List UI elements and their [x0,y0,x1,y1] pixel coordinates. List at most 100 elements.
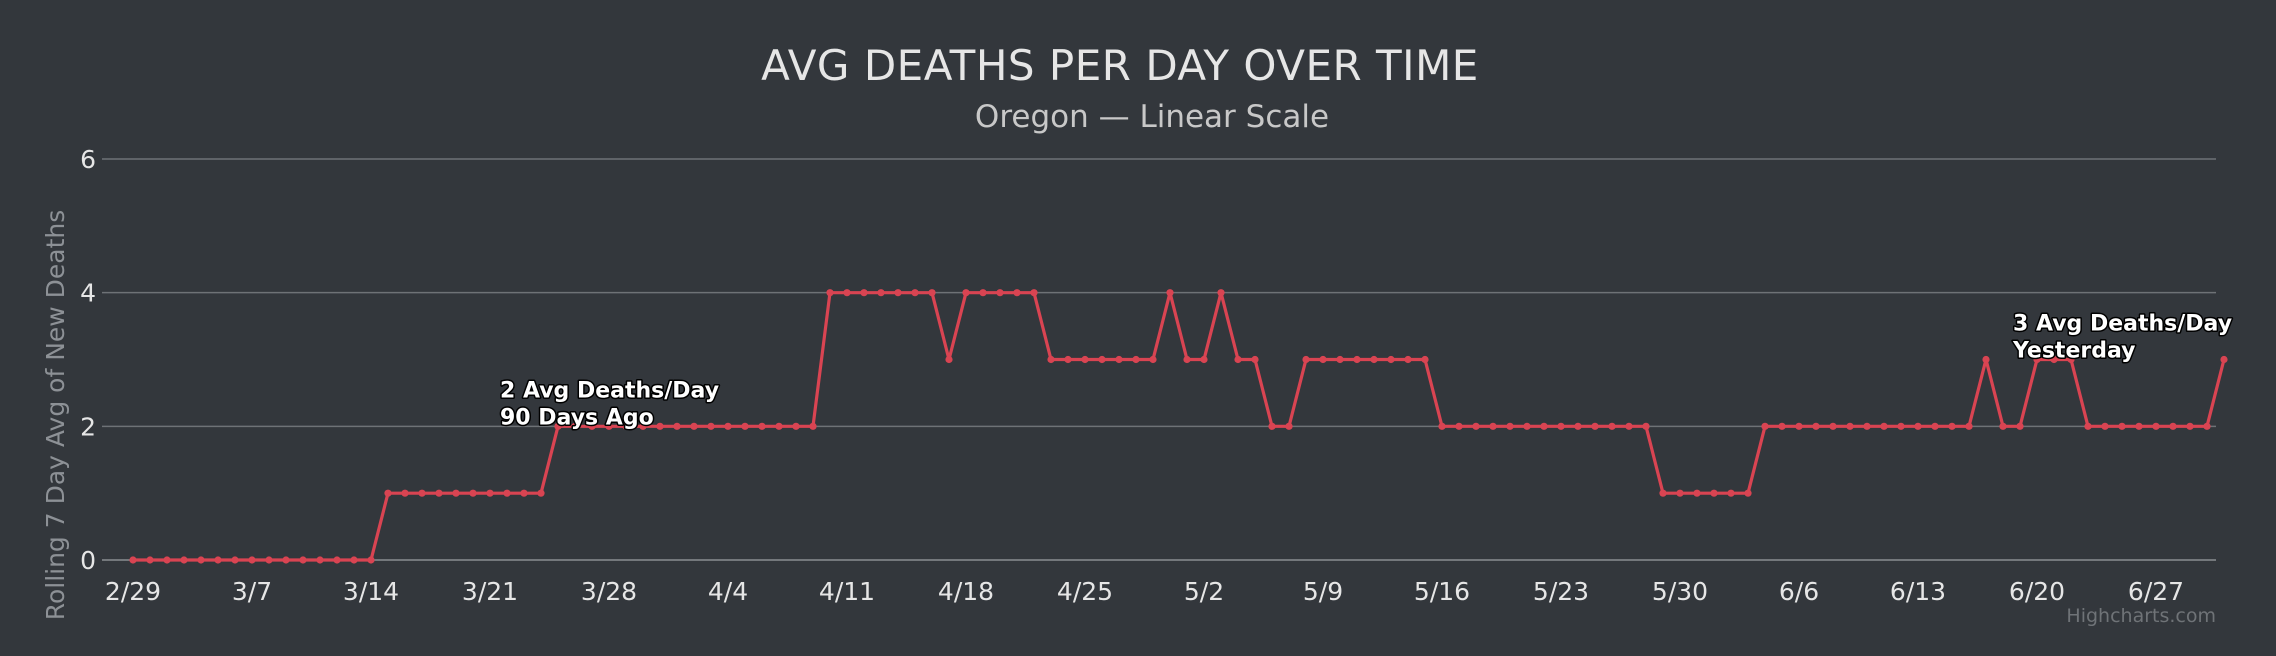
data-point[interactable] [146,556,154,564]
data-point[interactable] [639,422,647,430]
data-point[interactable] [1812,422,1820,430]
data-point[interactable] [1880,422,1888,430]
data-point[interactable] [1081,355,1089,364]
data-point[interactable] [1693,489,1701,497]
data-point[interactable] [554,422,562,430]
data-point[interactable] [1795,422,1803,430]
data-point[interactable] [588,422,596,430]
data-point[interactable] [1472,422,1480,430]
data-point[interactable] [2067,355,2075,364]
data-point[interactable] [1302,355,1310,364]
data-point[interactable] [1948,422,1956,430]
data-point[interactable] [690,422,698,430]
data-point[interactable] [1149,355,1157,364]
data-point[interactable] [282,556,290,564]
data-point[interactable] [1982,355,1990,364]
data-point[interactable] [1710,489,1718,497]
data-point[interactable] [1846,422,1854,430]
data-point[interactable] [2203,422,2211,430]
data-point[interactable] [486,489,494,497]
data-point[interactable] [775,422,783,430]
data-point[interactable] [1217,289,1225,297]
data-point[interactable] [792,422,800,430]
data-point[interactable] [401,489,409,497]
data-point[interactable] [2152,422,2160,430]
data-point[interactable] [1234,355,1242,364]
data-point[interactable] [1370,355,1378,364]
data-point[interactable] [1404,355,1412,364]
data-point[interactable] [1166,289,1174,297]
data-point[interactable] [673,422,681,430]
data-point[interactable] [1506,422,1514,430]
data-point[interactable] [2033,355,2041,364]
data-point[interactable] [1336,355,1344,364]
data-point[interactable] [1353,355,1361,364]
data-point[interactable] [826,289,834,297]
data-point[interactable] [197,556,205,564]
data-point[interactable] [911,289,919,297]
data-point[interactable] [758,422,766,430]
data-point[interactable] [163,556,171,564]
data-point[interactable] [1115,355,1123,364]
data-point[interactable] [809,422,817,430]
data-point[interactable] [622,422,630,430]
data-point[interactable] [1047,355,1055,364]
data-point[interactable] [843,289,851,297]
data-point[interactable] [860,289,868,297]
data-point[interactable] [2169,422,2177,430]
data-point[interactable] [2186,422,2194,430]
data-point[interactable] [2118,422,2126,430]
data-point[interactable] [1523,422,1531,430]
data-point[interactable] [384,489,392,497]
data-point[interactable] [2220,355,2228,364]
data-point[interactable] [1064,355,1072,364]
data-point[interactable] [180,556,188,564]
data-point[interactable] [452,489,460,497]
data-point[interactable] [1914,422,1922,430]
data-point[interactable] [350,556,358,564]
data-point[interactable] [945,355,953,364]
data-point[interactable] [1608,422,1616,430]
data-point[interactable] [979,289,987,297]
data-point[interactable] [1863,422,1871,430]
data-point[interactable] [231,556,239,564]
data-point[interactable] [333,556,341,564]
data-point[interactable] [962,289,970,297]
data-point[interactable] [1591,422,1599,430]
data-point[interactable] [1642,422,1650,430]
data-point[interactable] [248,556,256,564]
data-point[interactable] [520,489,528,497]
data-point[interactable] [299,556,307,564]
data-point[interactable] [1931,422,1939,430]
data-point[interactable] [1778,422,1786,430]
data-point[interactable] [1829,422,1837,430]
data-point[interactable] [1999,422,2007,430]
data-point[interactable] [1132,355,1140,364]
data-point[interactable] [571,422,579,430]
data-point[interactable] [1285,422,1293,430]
data-point[interactable] [996,289,1004,297]
data-point[interactable] [503,489,511,497]
data-point[interactable] [1268,422,1276,430]
data-point[interactable] [1387,355,1395,364]
data-point[interactable] [2016,422,2024,430]
data-point[interactable] [367,556,375,564]
data-point[interactable] [1557,422,1565,430]
data-point[interactable] [1013,289,1021,297]
data-point[interactable] [1659,489,1667,497]
data-point[interactable] [707,422,715,430]
data-point[interactable] [1625,422,1633,430]
data-point[interactable] [1030,289,1038,297]
data-point[interactable] [1319,355,1327,364]
data-point[interactable] [1727,489,1735,497]
data-point[interactable] [1183,355,1191,364]
credits-link[interactable]: Highcharts.com [2066,605,2216,627]
data-point[interactable] [1200,355,1208,364]
data-point[interactable] [741,422,749,430]
data-point[interactable] [1574,422,1582,430]
data-point[interactable] [928,289,936,297]
data-point[interactable] [1676,489,1684,497]
data-point[interactable] [894,289,902,297]
data-point[interactable] [1744,489,1752,497]
data-point[interactable] [265,556,273,564]
